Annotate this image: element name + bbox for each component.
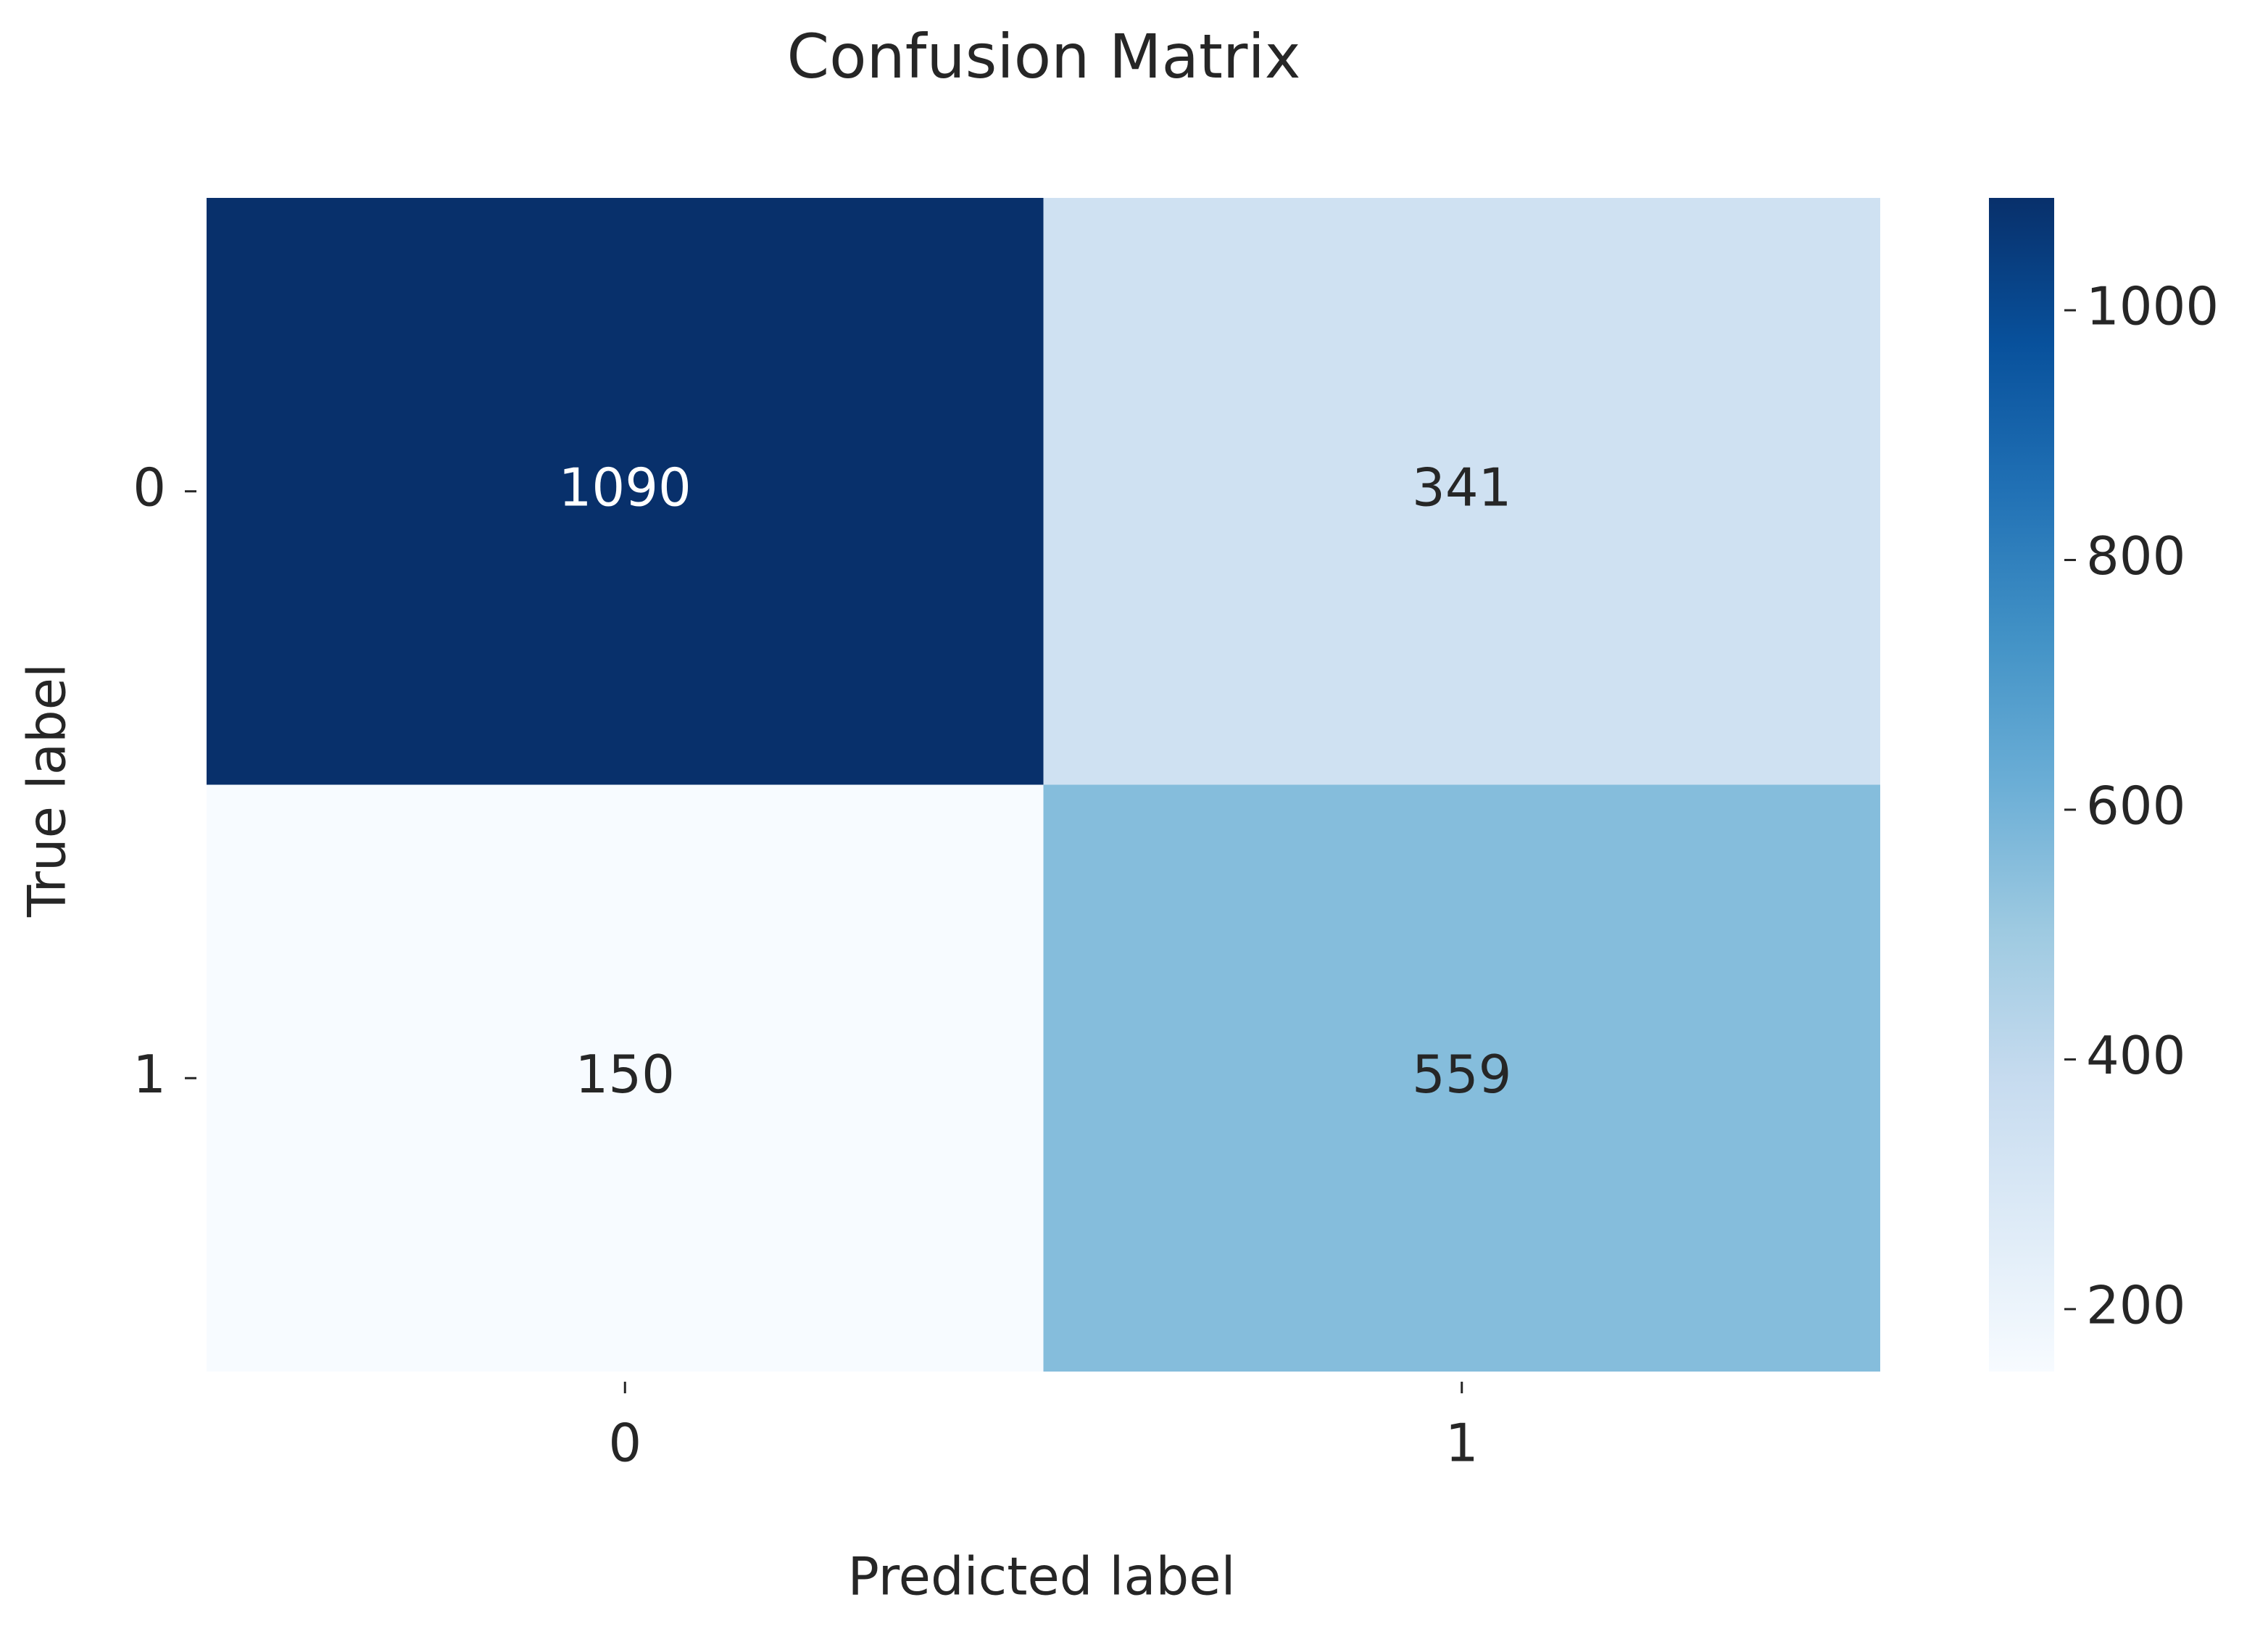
heatmap-cell [207, 198, 1044, 785]
x-tick-label: 0 [608, 1413, 641, 1474]
y-tick-label: 1 [133, 1044, 166, 1105]
colorbar-tick-label: 800 [2086, 526, 2185, 586]
heatmap-cell [207, 784, 1044, 1372]
heatmap-cell [1043, 784, 1880, 1372]
x-axis-label: Predicted label [847, 1546, 1235, 1607]
colorbar-tick-label: 600 [2086, 775, 2185, 836]
heatmap-cell [1043, 198, 1880, 785]
colorbar-tick-label: 400 [2086, 1025, 2185, 1086]
chart-title: Confusion Matrix [787, 21, 1301, 92]
y-axis-label: True label [17, 663, 78, 918]
colorbar-tick-label: 200 [2086, 1274, 2185, 1335]
cell-label: 559 [1412, 1044, 1511, 1105]
y-tick-label: 0 [133, 457, 166, 518]
cell-label: 1090 [559, 457, 691, 518]
colorbar-tick-label: 1000 [2086, 276, 2219, 337]
colorbar [1989, 198, 2054, 1372]
cell-label: 341 [1412, 457, 1511, 518]
cell-label: 150 [576, 1044, 675, 1105]
x-tick-label: 1 [1445, 1413, 1479, 1474]
